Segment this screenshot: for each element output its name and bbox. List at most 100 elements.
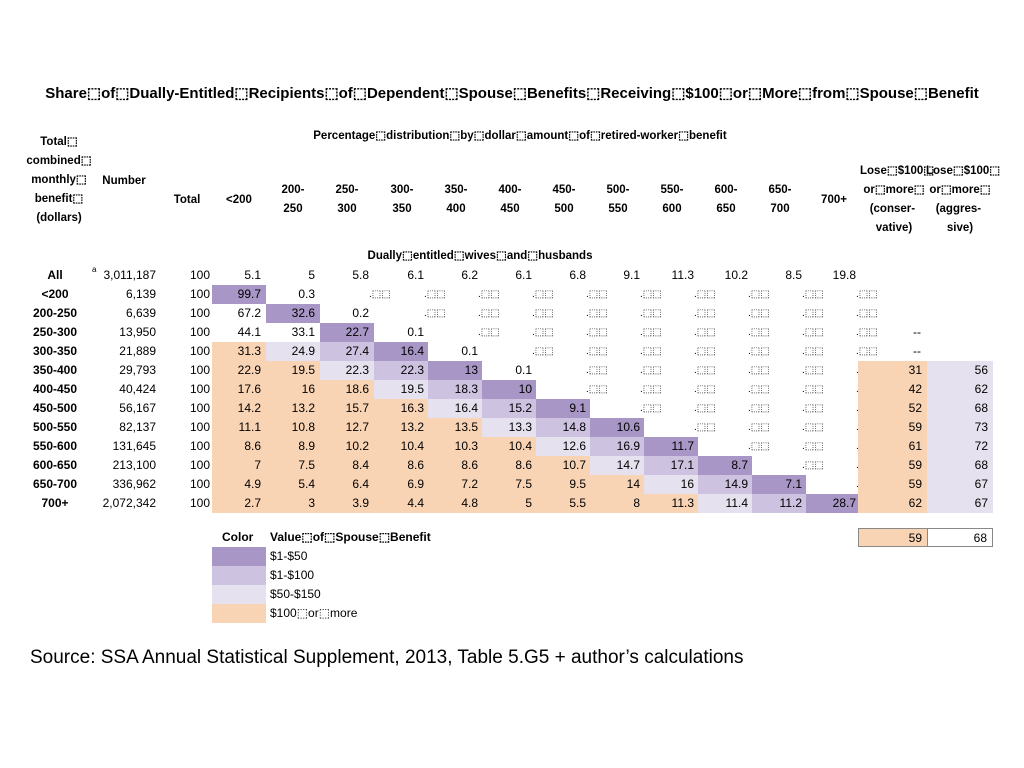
header-col-1: 200- 250 xyxy=(281,184,305,215)
table-cell: .⬚⬚ xyxy=(802,422,824,433)
legend-swatch-150 xyxy=(212,585,266,604)
row-label: 650-700 xyxy=(32,477,78,491)
table-row: 400-450 40,424 100 17.6 16 18.6 19.5 18.3 10 .⬚⬚.… xyxy=(0,380,1024,399)
table-cell: 11.3 xyxy=(671,268,694,282)
cell-shade xyxy=(320,380,374,399)
lose-aggressive-value: 73 xyxy=(927,418,993,437)
cell-shade xyxy=(428,437,482,456)
table-cell: .⬚⬚ xyxy=(478,327,500,338)
table-cell: 16 xyxy=(680,477,694,491)
lose-conservative-value: 31 xyxy=(858,361,927,380)
lose-aggressive-value: 62 xyxy=(927,380,993,399)
table-cell: .⬚⬚ xyxy=(586,365,608,376)
row-label: 300-350 xyxy=(32,344,78,358)
cell-shade xyxy=(536,475,590,494)
cell-shade xyxy=(590,437,644,456)
table-cell: 11.1 xyxy=(238,420,261,434)
table-cell: 10.2 xyxy=(724,268,748,282)
table-cell: .⬚⬚ xyxy=(586,308,608,319)
cell-shade xyxy=(212,437,266,456)
lose-conservative-value: 42 xyxy=(858,380,927,399)
table-cell: 4.9 xyxy=(244,477,261,491)
table-cell: 7.5 xyxy=(298,458,315,472)
table-cell: 22.9 xyxy=(237,363,261,377)
table-cell: 9.1 xyxy=(569,401,586,415)
cell-shade xyxy=(428,418,482,437)
table-cell: .⬚⬚ xyxy=(694,365,716,376)
legend-label-50: $1-$50 xyxy=(270,549,308,563)
table-cell: 5.4 xyxy=(298,477,315,491)
row-total: 100 xyxy=(189,401,210,415)
table-cell: .⬚⬚ xyxy=(532,346,554,357)
row-number: 40,424 xyxy=(119,382,156,396)
row-label: 700+ xyxy=(41,496,69,510)
row-number: 6,139 xyxy=(125,287,156,301)
table-cell: .⬚⬚ xyxy=(532,308,554,319)
cell-shade xyxy=(266,399,320,418)
lose-aggressive-value: 68 xyxy=(927,456,993,475)
table-cell: 7 xyxy=(254,458,261,472)
table-cell: .⬚⬚ xyxy=(532,327,554,338)
header-col-11: 700+ xyxy=(821,194,847,206)
table-cell: 8.6 xyxy=(515,458,532,472)
cell-shade xyxy=(536,456,590,475)
table-cell: 8.6 xyxy=(407,458,424,472)
table-cell: .⬚⬚ xyxy=(856,308,878,319)
row-label: 600-650 xyxy=(32,458,78,472)
row-number: 21,889 xyxy=(119,344,156,358)
table-cell: .⬚⬚ xyxy=(640,384,662,395)
table-cell: 6.1 xyxy=(515,268,532,282)
table-cell: .⬚⬚ xyxy=(586,384,608,395)
table-cell: 13 xyxy=(464,363,478,377)
legend-header-color: Color xyxy=(222,530,254,544)
table-cell: .⬚⬚ xyxy=(694,403,716,414)
table-cell: 10.6 xyxy=(616,420,640,434)
table-cell: .⬚⬚ xyxy=(640,346,662,357)
cell-shade xyxy=(266,380,320,399)
cell-shade xyxy=(374,437,428,456)
table-cell: 32.6 xyxy=(291,306,315,320)
table-cell: 6.4 xyxy=(352,477,369,491)
table-cell: 7.2 xyxy=(461,477,478,491)
table-cell: .⬚⬚ xyxy=(748,327,770,338)
cell-shade xyxy=(212,361,266,380)
table-row: All a 3,011,187 100 5.1 5 5.8 6.1 6.2 6.1 6.8 9.1 11… xyxy=(0,265,1024,285)
cell-shade xyxy=(482,380,536,399)
table-cell: .⬚⬚ xyxy=(802,365,824,376)
table-subtitle: Percentage⬚distribution⬚by⬚dollar⬚amount… xyxy=(313,130,727,142)
legend-swatch-50 xyxy=(212,547,266,566)
legend-swatch-100-or-more xyxy=(212,604,266,623)
table-cell: 33.1 xyxy=(291,325,315,339)
table-cell: .⬚⬚ xyxy=(748,441,770,452)
header-col-7: 500- 550 xyxy=(606,184,630,215)
table-row: 200-250 6,639 100 67.2 32.6 0.2 .⬚⬚ .⬚⬚ .⬚⬚ .⬚⬚ .⬚… xyxy=(0,304,1024,323)
cell-shade xyxy=(320,361,374,380)
table-cell: .⬚⬚ xyxy=(748,308,770,319)
cell-shade xyxy=(212,456,266,475)
table-cell: 13.2 xyxy=(400,420,424,434)
table-title: Share⬚of⬚Dually-Entitled⬚Recipients⬚of⬚D… xyxy=(45,85,979,102)
table-cell: 11.3 xyxy=(671,496,694,510)
cell-shade xyxy=(536,437,590,456)
cell-shade xyxy=(374,342,428,361)
table-cell: 7.5 xyxy=(515,477,532,491)
table-cell: 15.7 xyxy=(345,401,369,415)
cell-shade xyxy=(212,475,266,494)
cell-shade xyxy=(482,418,536,437)
header-col-4: 350- 400 xyxy=(444,184,468,215)
table-cell: 10.4 xyxy=(508,439,532,453)
table-cell: .⬚⬚ xyxy=(748,346,770,357)
lose-aggressive-value: 68 xyxy=(927,399,993,418)
cell-shade xyxy=(266,475,320,494)
row-label: 500-550 xyxy=(32,420,78,434)
table-cell: 0.3 xyxy=(298,287,315,301)
lose-conservative-value: 52 xyxy=(858,399,927,418)
table-cell: .⬚⬚ xyxy=(856,289,878,300)
footnote-marker: a xyxy=(92,265,97,274)
cell-shade xyxy=(320,342,374,361)
legend-header-value: Value⬚of⬚Spouse⬚Benefit xyxy=(270,530,431,544)
table-cell: 0.1 xyxy=(407,325,424,339)
row-total: 100 xyxy=(189,496,210,510)
table-cell: .⬚⬚ xyxy=(640,327,662,338)
table-cell: 5.5 xyxy=(569,496,586,510)
